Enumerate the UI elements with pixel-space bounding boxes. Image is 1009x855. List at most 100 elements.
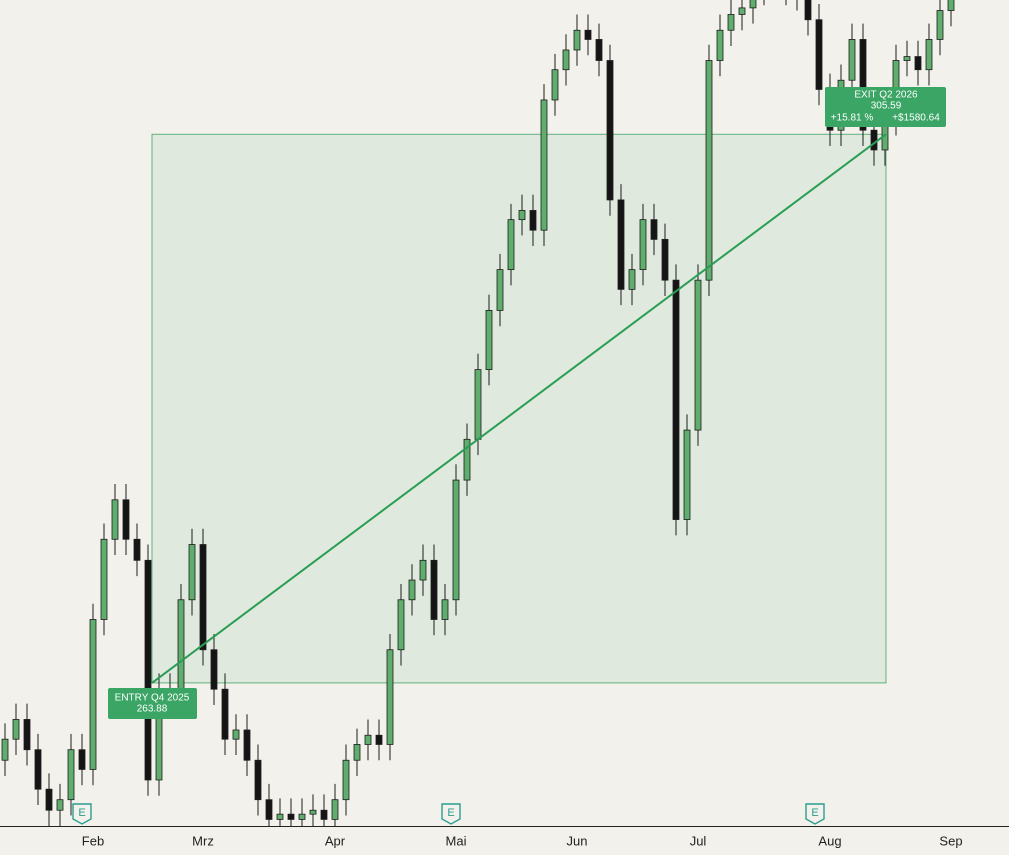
candle-body xyxy=(441,599,449,620)
candle-body xyxy=(716,29,724,61)
candle-body xyxy=(870,129,878,151)
candle-body xyxy=(584,29,592,40)
trade-line xyxy=(151,133,887,684)
candle-body xyxy=(188,544,196,601)
candle-body xyxy=(430,559,438,620)
candle-body xyxy=(749,0,757,9)
candle-body xyxy=(463,438,471,481)
candle-body xyxy=(67,749,75,801)
candle-body xyxy=(45,788,53,811)
candle-body xyxy=(639,219,647,271)
candle-body xyxy=(947,0,955,11)
candle-body xyxy=(474,369,482,440)
earnings-marker-icon xyxy=(72,803,92,825)
x-tick-label: Mrz xyxy=(192,833,214,848)
candle-body xyxy=(507,219,515,271)
candle-body xyxy=(496,269,504,311)
candle-body xyxy=(694,279,702,431)
x-tick-label: Jul xyxy=(690,833,707,848)
candle-body xyxy=(661,238,669,281)
candle-body xyxy=(705,60,713,281)
candle-body xyxy=(78,749,86,770)
earnings-marker: E xyxy=(447,807,454,819)
candle-body xyxy=(738,7,746,15)
candle-body xyxy=(815,19,823,90)
candle-body xyxy=(397,599,405,651)
candle-body xyxy=(23,719,31,751)
x-tick-label: Mai xyxy=(446,833,467,848)
candle-body xyxy=(309,809,317,815)
candle-body xyxy=(243,729,251,761)
candle-body xyxy=(562,49,570,71)
trade-change: +15.81 % xyxy=(831,113,874,124)
candle-body xyxy=(804,0,812,21)
candle-body xyxy=(221,688,229,740)
candle-body xyxy=(122,499,130,540)
candle-body xyxy=(232,729,240,740)
candle-body xyxy=(606,60,614,201)
candle-body xyxy=(265,799,273,820)
candle-body xyxy=(914,56,922,71)
candle-body xyxy=(34,749,42,790)
candle-body xyxy=(177,599,185,701)
candle-body xyxy=(672,279,680,520)
candle-body xyxy=(518,210,526,221)
candle-body xyxy=(364,734,372,745)
x-tick-label: Apr xyxy=(325,833,346,848)
candle-body xyxy=(595,39,603,61)
earnings-marker-icon xyxy=(441,803,461,825)
x-tick-label: Jun xyxy=(567,833,588,848)
candle-body xyxy=(287,813,295,820)
x-tick-label: Sep xyxy=(939,833,962,848)
candle-body xyxy=(144,559,152,781)
candle-body xyxy=(650,219,658,240)
candle-body xyxy=(683,429,691,520)
candle-body xyxy=(210,649,218,690)
candle-body xyxy=(199,544,207,651)
candle-body xyxy=(628,269,636,290)
candle-body xyxy=(342,759,350,801)
candle-body xyxy=(89,619,97,770)
x-tick-label: Aug xyxy=(818,833,841,848)
candle-body xyxy=(133,538,141,561)
candle-body xyxy=(320,809,328,820)
entry-label-bg xyxy=(108,688,197,719)
candle-body xyxy=(100,538,108,620)
candle-body xyxy=(419,559,427,581)
candle-body xyxy=(540,99,548,231)
exit-price: 305.59 xyxy=(871,101,902,112)
candle-body xyxy=(573,29,581,51)
candle-body xyxy=(254,759,262,801)
candle-body xyxy=(331,799,339,820)
exit-label-bg xyxy=(825,87,946,127)
candle-body xyxy=(529,210,537,231)
candle-body xyxy=(386,649,394,745)
entry-label: ENTRY Q4 2025 xyxy=(115,693,190,704)
candle-body xyxy=(276,813,284,820)
candle-body xyxy=(408,579,416,601)
exit-label: EXIT Q2 2026 xyxy=(854,90,918,101)
earnings-marker: E xyxy=(78,807,85,819)
candle-body xyxy=(111,499,119,540)
candle-body xyxy=(485,310,493,370)
candle-body xyxy=(617,199,625,290)
candle-body xyxy=(903,56,911,61)
entry-price: 263.88 xyxy=(137,704,168,715)
candle-body xyxy=(452,479,460,601)
candle-body xyxy=(727,14,735,31)
earnings-marker-icon xyxy=(805,803,825,825)
x-tick-label: Feb xyxy=(82,833,104,848)
candle-body xyxy=(353,744,361,761)
candle-body xyxy=(56,799,64,811)
candle-body xyxy=(298,813,306,820)
candle-body xyxy=(848,39,856,81)
candle-body xyxy=(859,39,867,131)
candle-body xyxy=(375,734,383,745)
candle-body xyxy=(936,10,944,40)
earnings-marker: E xyxy=(811,807,818,819)
candle-body xyxy=(12,719,20,740)
candle-body xyxy=(925,39,933,71)
trade-profit: +$1580.64 xyxy=(892,113,940,124)
